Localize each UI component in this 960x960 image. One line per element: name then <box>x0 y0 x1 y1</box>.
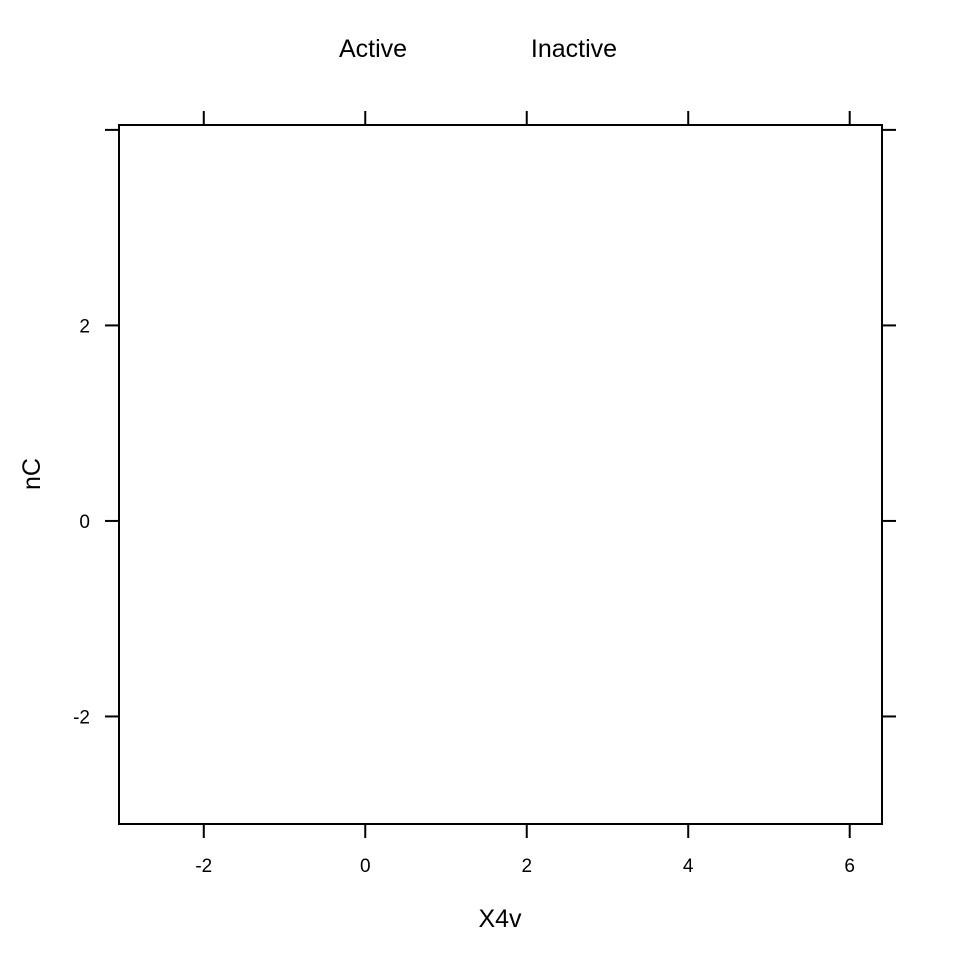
legend-entry-inactive: Inactive <box>531 35 617 63</box>
axis-ticks: -2 0 2 4 6 -2 0 2 <box>73 111 896 877</box>
x-tick-label: 4 <box>683 856 694 877</box>
legend: Active Inactive <box>339 35 617 63</box>
x-tick-label: 6 <box>844 856 855 877</box>
legend-entry-active: Active <box>339 35 407 63</box>
y-tick-label: 2 <box>79 316 90 337</box>
x-tick-label: -2 <box>195 856 212 877</box>
x-tick-label: 2 <box>521 856 532 877</box>
y-tick-label: -2 <box>73 707 90 728</box>
x-tick-label: 0 <box>360 856 371 877</box>
x-axis-title: X4v <box>478 905 522 933</box>
plot-frame <box>118 124 883 825</box>
y-axis-title: nC <box>18 458 46 490</box>
y-tick-label: 0 <box>79 512 90 533</box>
